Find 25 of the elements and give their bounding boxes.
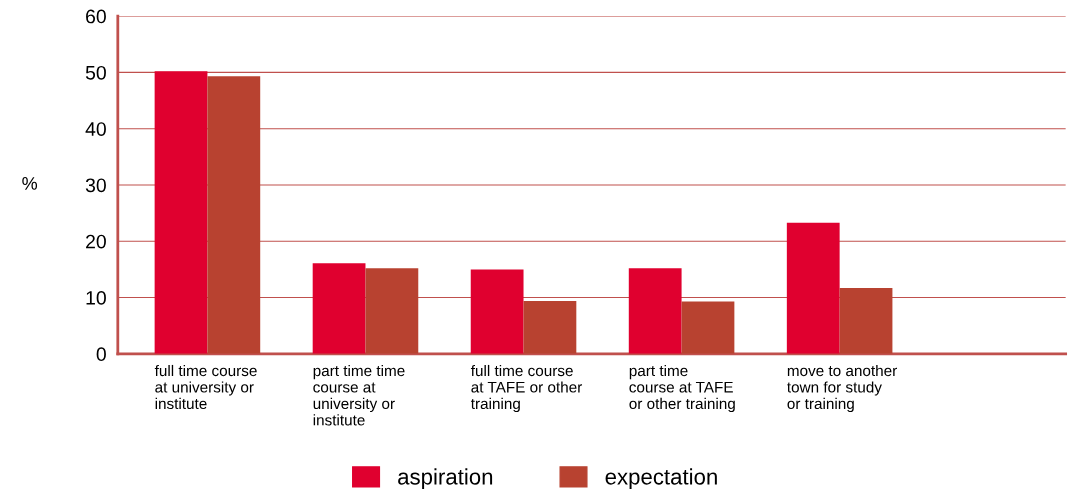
y-tick-label: 60 bbox=[86, 9, 106, 24]
bar bbox=[628, 268, 682, 354]
bar bbox=[681, 301, 735, 354]
y-tick-label: 10 bbox=[86, 291, 106, 305]
x-tick-label: full time course at university or institute bbox=[154, 364, 257, 410]
bar bbox=[312, 263, 366, 354]
bar bbox=[154, 71, 208, 354]
bar bbox=[523, 300, 577, 354]
y-tick-label: 40 bbox=[85, 122, 106, 136]
bar bbox=[365, 268, 419, 354]
bar bbox=[207, 76, 261, 354]
x-tick-label: move to another town for study or training bbox=[787, 364, 897, 413]
bar bbox=[470, 269, 524, 354]
x-tick-label: full time course at TAFE or other training bbox=[470, 364, 583, 413]
x-tick-label: part time course at TAFE or other training bbox=[629, 364, 735, 413]
y-axis-title: % bbox=[22, 177, 38, 190]
legend-label: aspiration bbox=[398, 468, 493, 490]
legend-label: expectation bbox=[605, 468, 717, 490]
bar bbox=[839, 287, 893, 354]
y-tick-label: 0 bbox=[96, 347, 106, 362]
y-tick-label: 20 bbox=[86, 234, 106, 249]
bar bbox=[786, 222, 840, 354]
x-tick-label: part time time course at university or institute bbox=[313, 364, 405, 426]
y-tick-label: 50 bbox=[85, 65, 106, 80]
y-tick-label: 30 bbox=[85, 178, 106, 193]
